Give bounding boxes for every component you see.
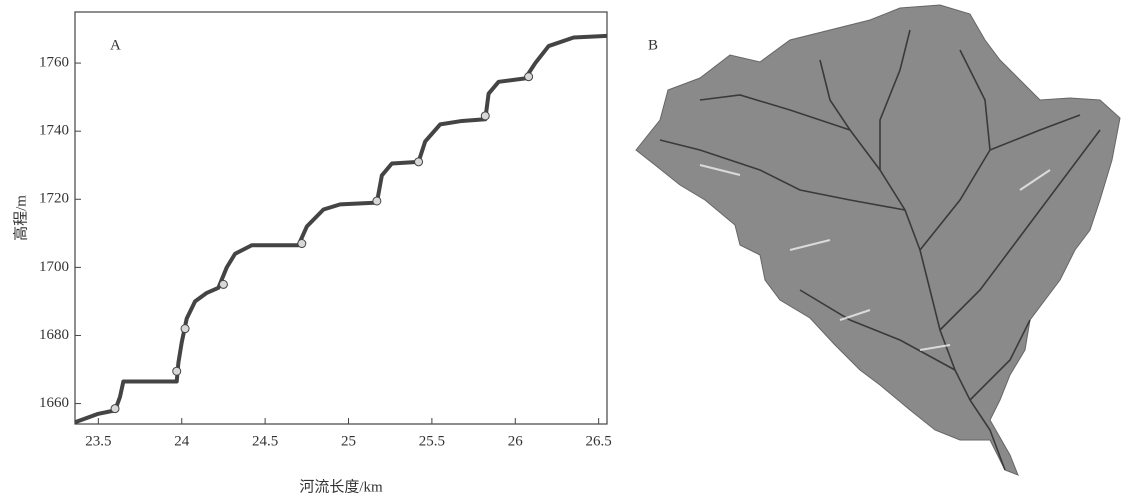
x-tick-label: 26.5 (586, 433, 612, 449)
catchment-map (635, 4, 1121, 476)
knickpoint (524, 72, 534, 82)
panel-label: B (648, 37, 658, 53)
x-tick-label: 26 (508, 433, 524, 449)
knickpoint (297, 239, 307, 249)
knickpoint (372, 196, 382, 206)
knickpoint (480, 111, 490, 121)
x-axis-title: 河流长度/km (299, 478, 383, 495)
x-tick-label: 25 (341, 433, 356, 449)
x-tick-label: 24.5 (252, 433, 278, 449)
panel-label: A (110, 37, 121, 53)
y-tick-label: 1660 (39, 395, 69, 411)
x-tick-label: 25.5 (419, 433, 445, 449)
plot-frame (74, 11, 608, 425)
y-tick-label: 1680 (39, 327, 69, 343)
y-tick-label: 1700 (39, 259, 69, 275)
x-tick-label: 24 (174, 433, 190, 449)
knickpoint (180, 324, 190, 334)
knickpoint (172, 366, 182, 376)
y-tick-label: 1720 (39, 191, 69, 207)
y-tick-label: 1760 (39, 55, 69, 71)
knickpoint (414, 157, 424, 167)
knickpoint (218, 279, 228, 289)
knickpoint (110, 404, 120, 414)
x-tick-label: 23.5 (85, 433, 111, 449)
profile-line (74, 33, 608, 425)
y-axis-title: 高程/m (12, 195, 29, 241)
y-tick-label: 1740 (39, 123, 69, 139)
